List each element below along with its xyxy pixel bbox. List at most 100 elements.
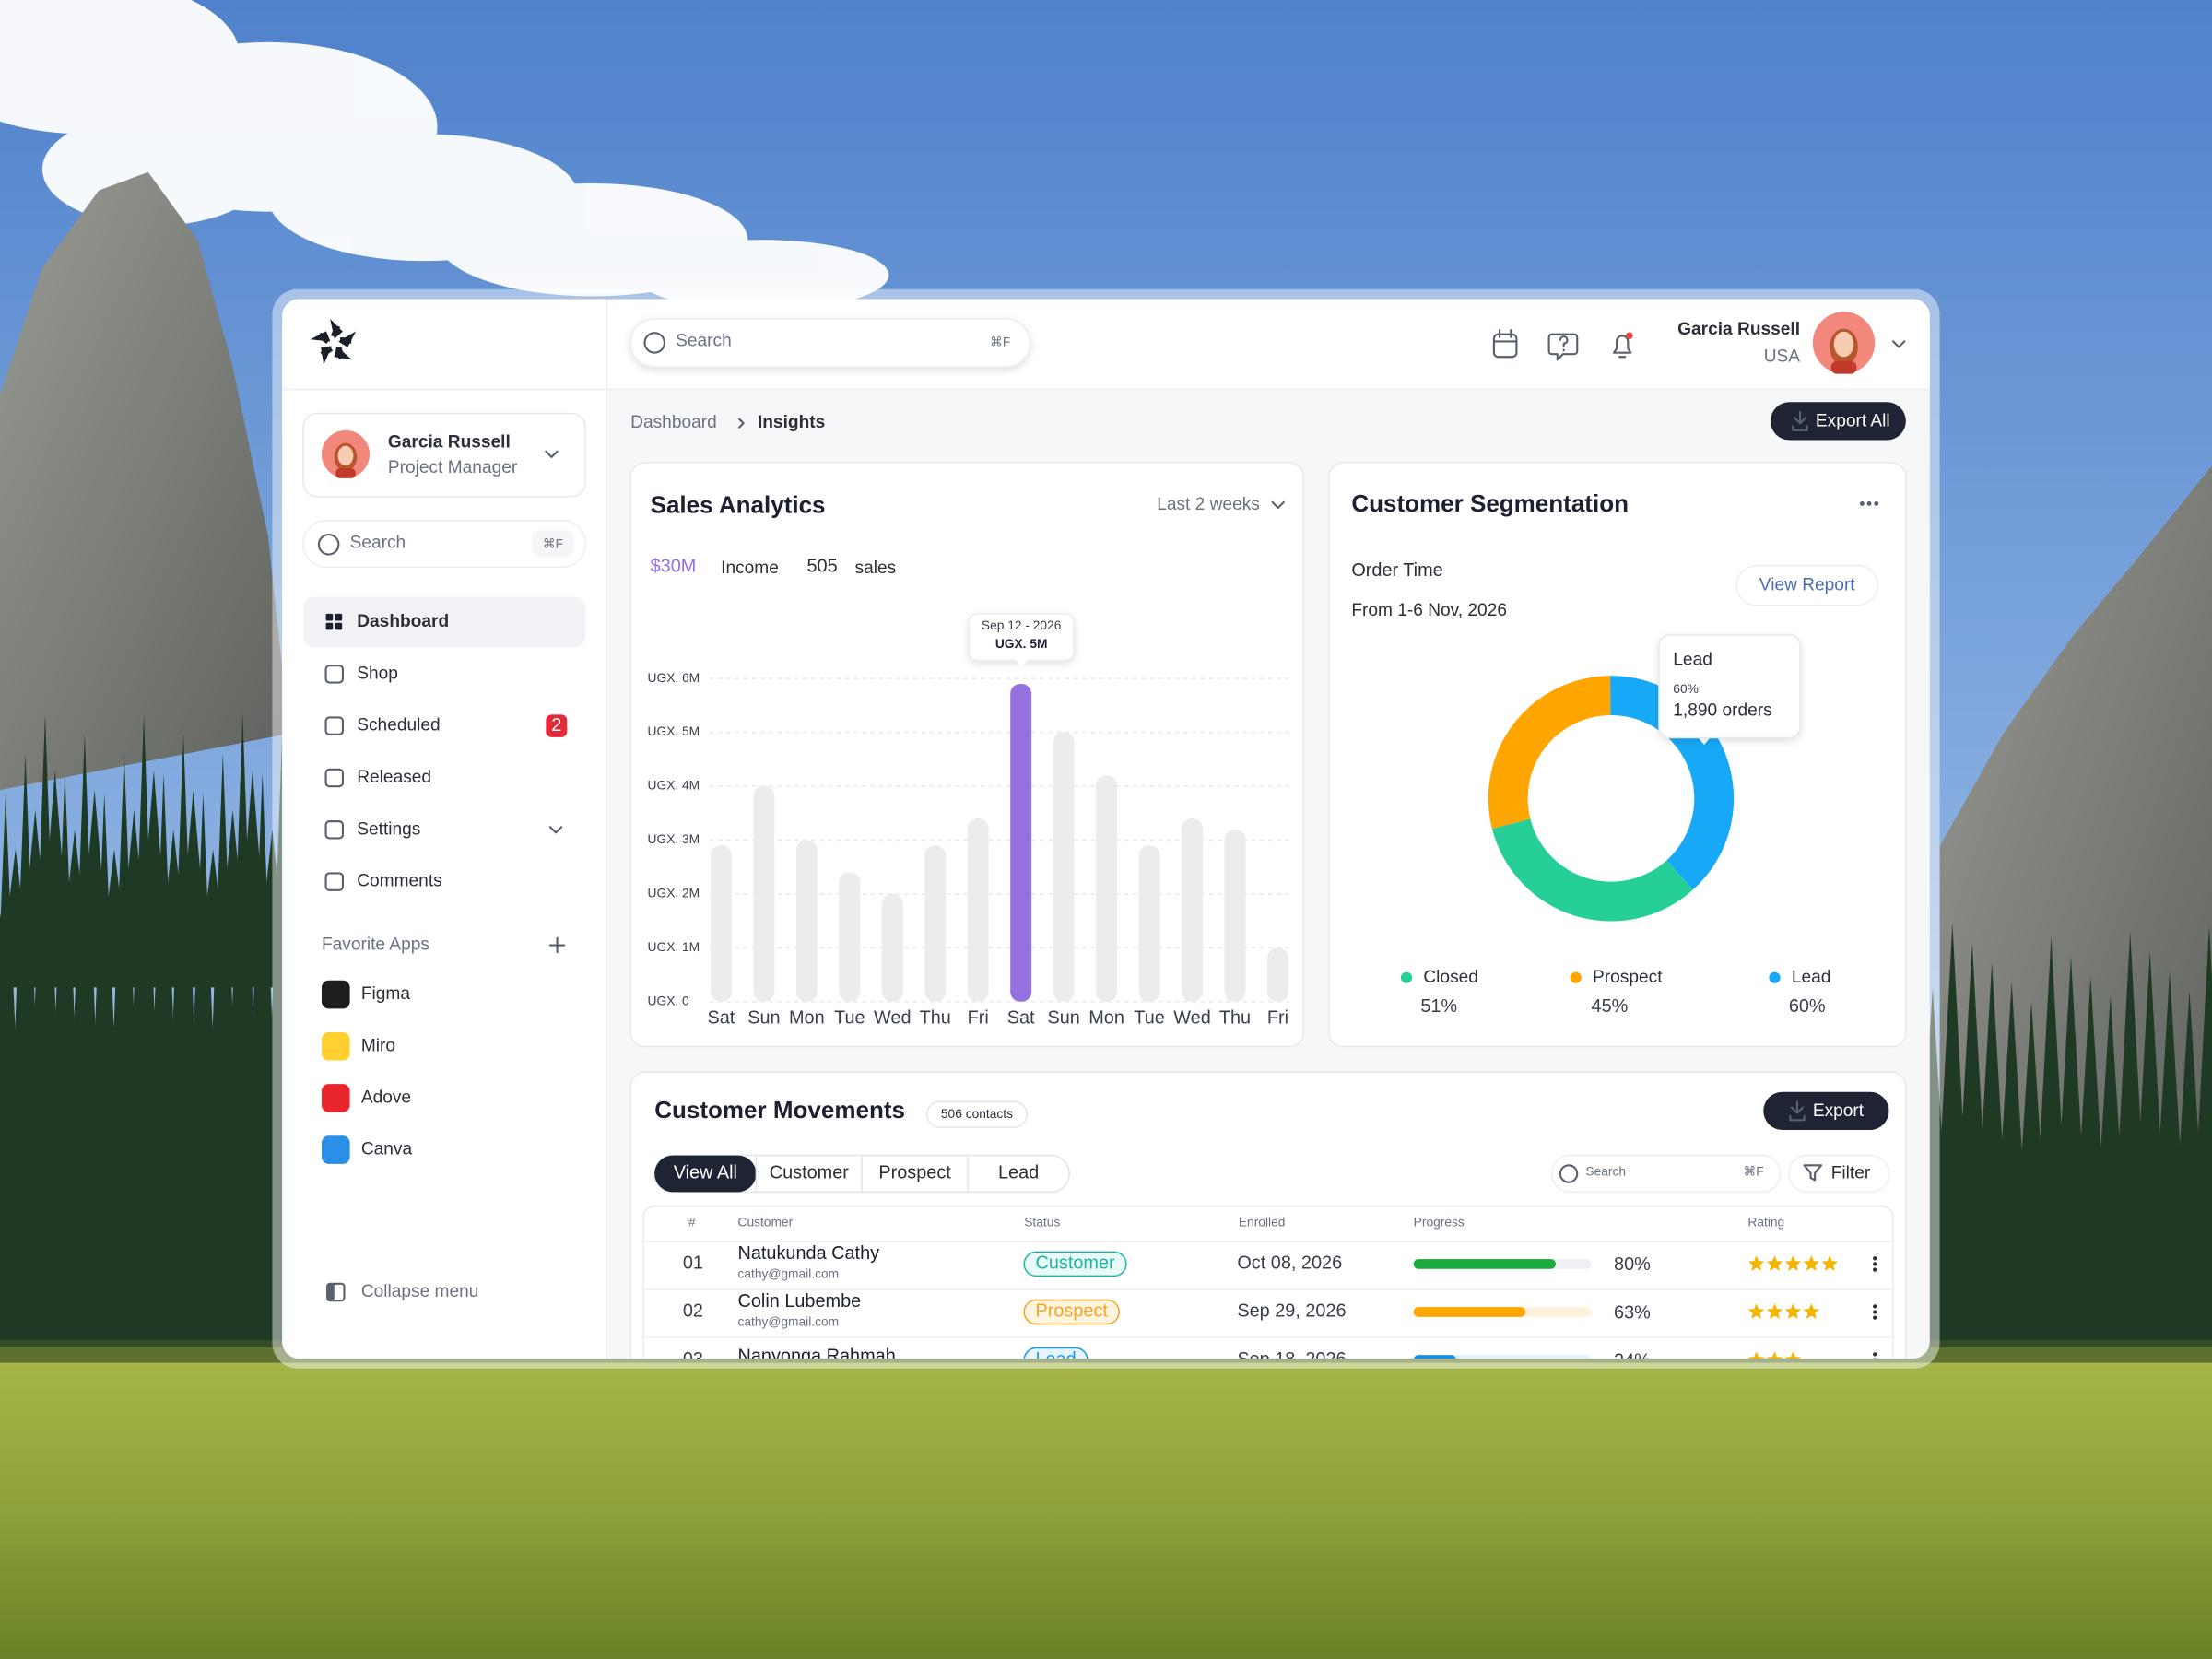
status-pill [1023,1299,1120,1325]
status-pill [1023,1347,1088,1359]
app-label[interactable]: Miro [361,1036,395,1055]
bar [1266,947,1288,1002]
card-title: Customer Movements [654,1096,905,1124]
calendar-icon[interactable] [1492,329,1518,359]
help-icon[interactable] [1547,333,1579,361]
x-tick-label: Wed [874,1007,912,1028]
collapse-menu[interactable]: Collapse menu [361,1282,479,1301]
progress-label: 63% [1614,1302,1651,1323]
progress-bar [1413,1355,1456,1359]
bar [753,786,775,1002]
y-tick-label: UGX. 2M [648,887,700,900]
nav-label[interactable]: Released [357,768,431,787]
filter-label: Filter [1831,1164,1871,1183]
customer-email: cathy@gmail.com [738,1315,840,1329]
column-header: Progress [1414,1216,1465,1230]
breadcrumb-current: Insights [758,413,825,432]
row-number: 02 [683,1301,703,1322]
tab-label[interactable]: Customer [770,1163,850,1183]
period-select[interactable]: Last 2 weeks [1157,495,1260,514]
rating-star [1803,1255,1820,1271]
rating-star [1803,1303,1820,1319]
header-search[interactable] [629,318,1031,368]
enrolled-date: Oct 08, 2026 [1237,1253,1342,1274]
card-title: Customer Segmentation [1351,489,1629,517]
export-label: Export [1813,1101,1865,1121]
status-label: Customer [1035,1253,1115,1274]
tab-label[interactable]: Lead [998,1163,1039,1183]
bar-tooltip: Sep 12 - 2026 UGX. 5M [968,613,1075,667]
header-search-placeholder: Search [676,331,732,350]
export-all-label: Export All [1816,412,1890,431]
legend-value: 60% [1789,996,1826,1017]
bar [1182,818,1204,1002]
x-tick-label: Tue [834,1007,865,1028]
avatar[interactable] [1812,312,1876,374]
x-tick-label: Sat [1007,1007,1035,1028]
y-tick-label: UGX. 1M [648,940,700,954]
row-menu-dot [1873,1256,1877,1261]
app-icon [321,1135,350,1164]
y-tick-label: UGX. 0 [648,994,689,1007]
donut-tooltip: Lead 60% 1,890 orders [1658,634,1801,739]
chart-title: Order Time [1351,560,1442,581]
bar [924,845,947,1002]
tab-active [654,1155,757,1193]
nav-label[interactable]: Dashboard [357,612,449,631]
logo [310,318,357,365]
tab-label[interactable]: View All [674,1163,737,1183]
view-report-button[interactable] [1735,565,1879,606]
x-tick-label: Fri [1267,1007,1288,1028]
app-icon [321,1031,350,1061]
user-location: USA [1764,347,1801,366]
progress-bar [1413,1307,1526,1317]
customer-name: Nanyonga Rahmah [738,1347,896,1367]
nav-label[interactable]: Settings [357,819,420,839]
x-tick-label: Wed [1173,1007,1211,1028]
profile-name: Garcia Russell [388,433,511,453]
x-tick-label: Mon [1088,1007,1124,1028]
legend-label: Prospect [1593,968,1663,987]
notification-icon[interactable] [1612,332,1633,359]
donut-segment[interactable] [1488,676,1611,830]
app-label[interactable]: Adove [361,1088,411,1107]
user-name: Garcia Russell [1677,320,1800,339]
rating-star [1747,1303,1765,1319]
progress-label: 24% [1614,1350,1651,1371]
status-label: Prospect [1035,1301,1108,1322]
nav-label[interactable]: Comments [357,872,441,891]
legend-label: Closed [1423,968,1478,987]
legend-dot [1570,971,1582,983]
bar [1053,732,1075,1002]
rating [1747,1255,1838,1271]
tooltip-date: Sep 12 - 2026 [982,618,1062,632]
app-icon [321,1084,350,1112]
row-menu-dot [1873,1310,1877,1314]
tab-label[interactable]: Prospect [878,1163,951,1183]
nav-label[interactable]: Scheduled [357,716,440,735]
nav-label[interactable]: Shop [357,664,398,683]
bar [1010,683,1032,1002]
table-search-placeholder: Search [1585,1165,1626,1179]
table-search[interactable] [1550,1154,1782,1194]
breadcrumb-item[interactable]: Dashboard [630,413,717,432]
favorites-title: Favorite Apps [322,935,429,955]
nav-icon [324,716,345,735]
add-app[interactable] [548,936,566,954]
profile-card[interactable] [302,412,586,498]
app-label[interactable]: Canva [361,1140,413,1159]
x-tick-label: Sat [707,1007,735,1028]
sales-count: 505 [807,557,838,577]
rating-star [1747,1255,1765,1271]
legend-label: Lead [1792,968,1831,987]
avatar [321,429,371,478]
rating-star [1766,1255,1783,1271]
tooltip-orders: 1,890 orders [1673,700,1771,720]
view-report-label: View Report [1759,575,1856,594]
app-label[interactable]: Figma [361,984,410,1004]
donut-segment[interactable] [1491,818,1693,922]
more-menu[interactable] [1859,500,1879,506]
contacts-count: 506 contacts [941,1107,1013,1121]
sidebar-search[interactable] [302,520,586,569]
